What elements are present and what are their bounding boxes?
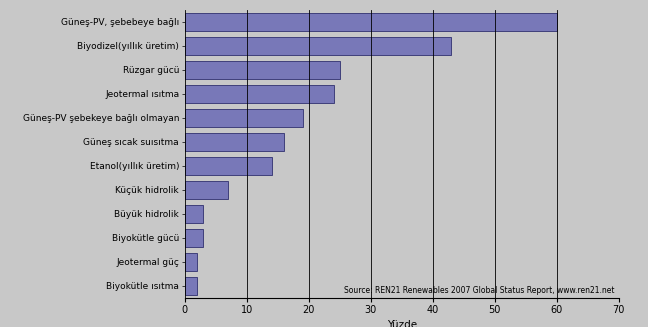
Bar (185, 157, 272, 175)
Bar (185, 85, 334, 103)
X-axis label: Yüzde: Yüzde (387, 320, 417, 327)
Bar (185, 181, 228, 198)
Text: Source: REN21 Renewables 2007 Global Status Report, www.ren21.net: Source: REN21 Renewables 2007 Global Sta… (344, 286, 614, 295)
Bar (185, 205, 203, 223)
Bar (185, 229, 203, 247)
Bar (185, 61, 340, 79)
Bar (185, 37, 452, 55)
Bar (185, 109, 303, 127)
Bar (185, 13, 557, 31)
Bar (185, 252, 197, 271)
Bar (185, 277, 197, 295)
Bar (185, 133, 284, 151)
